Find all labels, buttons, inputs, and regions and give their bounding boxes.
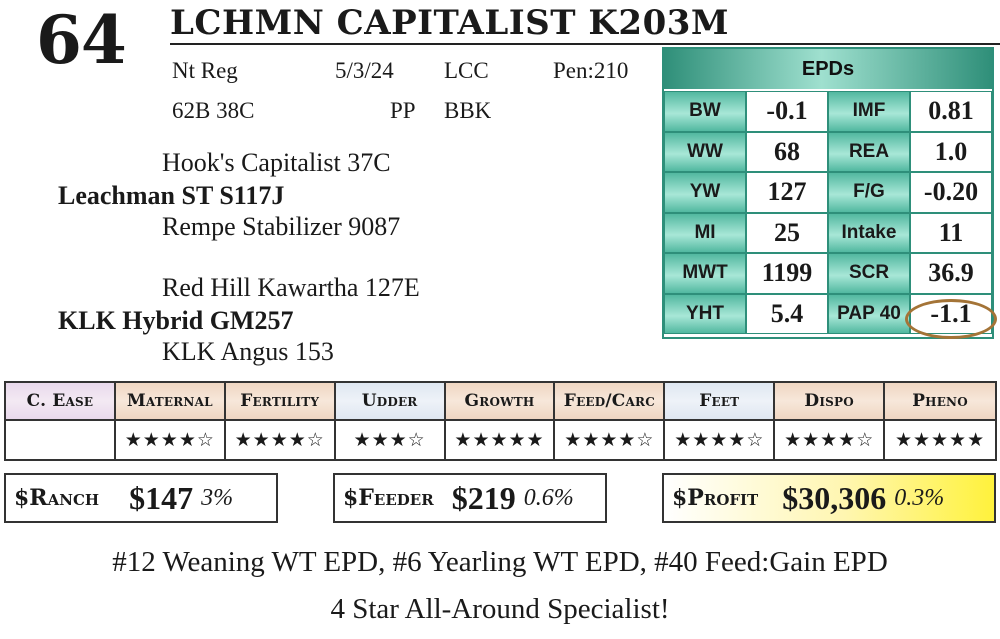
epd-label: BW <box>664 91 746 132</box>
epd-value: 25 <box>746 212 828 253</box>
tattoo: 62B 38C <box>172 98 255 123</box>
polled-status: PP <box>390 98 416 123</box>
title-underline <box>170 43 1000 45</box>
epd-label: SCR <box>828 253 910 294</box>
rating-header: Feet <box>665 383 776 421</box>
sire-sire: Hook's Capitalist 37C <box>162 148 391 177</box>
epd-value: 5.4 <box>746 293 828 334</box>
epd-label: PAP 40 <box>828 293 910 334</box>
rating-header: Pheno <box>885 383 995 421</box>
lot-number: 64 <box>36 1 127 79</box>
ranch-index-label: $Ranch <box>14 485 100 511</box>
rating-stars: ★★★★☆ <box>116 421 226 459</box>
epd-label: Intake <box>828 212 910 253</box>
epd-label: MWT <box>664 253 746 294</box>
rating-stars: ★★★★★ <box>894 429 986 451</box>
dam: KLK Hybrid GM257 <box>58 306 294 335</box>
epd-title: EPDs <box>664 49 992 91</box>
rating-stars: ★★★★★ <box>446 421 556 459</box>
epd-value: 68 <box>746 131 828 172</box>
feeder-index-box: $Feeder $219 0.6% <box>333 473 607 523</box>
feeder-index-percentile: 0.6% <box>523 484 574 511</box>
sire-dam: Rempe Stabilizer 9087 <box>162 212 401 241</box>
highlight-circle <box>905 299 997 339</box>
epd-value: 0.81 <box>910 91 992 132</box>
ranch-index-box: $Ranch $147 3% <box>4 473 278 523</box>
profit-index-label: $Profit <box>672 485 759 511</box>
epd-value: 127 <box>746 172 828 213</box>
breeder-code: LCC <box>444 58 489 83</box>
epd-value: -0.20 <box>910 172 992 213</box>
dam-dam: KLK Angus 153 <box>162 337 334 366</box>
epd-value: -0.1 <box>746 91 828 132</box>
epd-label: REA <box>828 131 910 172</box>
ranking-note: #12 Weaning WT EPD, #6 Yearling WT EPD, … <box>112 546 888 578</box>
birth-date: 5/3/24 <box>335 58 394 83</box>
animal-name: LCHMN CAPITALIST K203M <box>170 3 730 43</box>
color-code: BBK <box>444 98 492 123</box>
dam-sire: Red Hill Kawartha 127E <box>162 273 420 302</box>
rating-stars: ★★★★☆ <box>665 421 776 459</box>
epd-table: EPDs BW -0.1 IMF 0.81 WW 68 REA 1.0 YW 1… <box>662 47 994 339</box>
registration: Nt Reg <box>172 58 238 83</box>
epd-label: F/G <box>828 172 910 213</box>
rating-stars: ★★★☆ <box>336 421 446 459</box>
rating-stars: ★★★★☆ <box>555 421 666 459</box>
epd-label: MI <box>664 212 746 253</box>
summary-note: 4 Star All-Around Specialist! <box>330 593 670 625</box>
profit-index-percentile: 0.3% <box>894 484 945 511</box>
epd-value: 1.0 <box>910 131 992 172</box>
ratings-table: C. Ease Maternal Fertility Udder Growth … <box>4 381 997 461</box>
feeder-index-label: $Feeder <box>343 485 434 511</box>
epd-label: YHT <box>664 293 746 334</box>
pen-number: Pen:210 <box>553 58 629 83</box>
ranch-index-percentile: 3% <box>201 484 234 511</box>
epd-value: 36.9 <box>910 253 992 294</box>
rating-header: Growth <box>445 383 556 421</box>
epd-value: 11 <box>910 212 992 253</box>
profit-index-value: $30,306 <box>782 479 887 516</box>
epd-value: 1199 <box>746 253 828 294</box>
rating-stars <box>6 421 116 459</box>
rating-stars: ★★★★☆ <box>226 421 336 459</box>
rating-header: Fertility <box>225 383 336 421</box>
profit-index-box: $Profit $30,306 0.3% <box>662 473 996 523</box>
epd-label: YW <box>664 172 746 213</box>
ranch-index-value: $147 <box>129 479 194 516</box>
rating-stars: ★★★★☆ <box>775 421 886 459</box>
sire: Leachman ST S117J <box>58 181 285 210</box>
feeder-index-value: $219 <box>451 479 516 516</box>
epd-label: WW <box>664 131 746 172</box>
rating-header: Dispo <box>775 383 886 421</box>
rating-header: Maternal <box>115 383 226 421</box>
rating-header: Feed/Carc <box>555 383 666 421</box>
rating-header: Udder <box>335 383 446 421</box>
rating-header: C. Ease <box>6 383 116 421</box>
epd-label: IMF <box>828 91 910 132</box>
